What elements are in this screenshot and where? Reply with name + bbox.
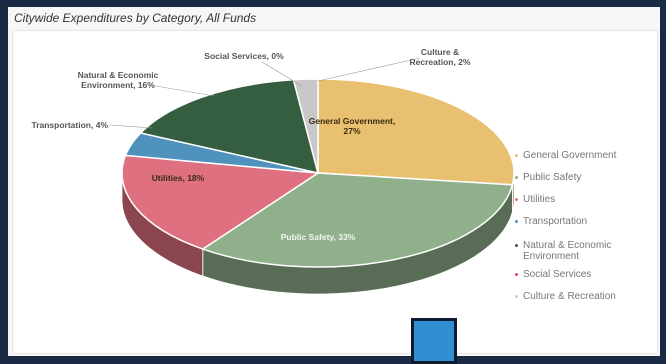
legend-item-culture-and-recreation: Culture & Recreation: [513, 291, 659, 302]
data-label-public-safety: Public Safety, 33%: [281, 232, 356, 242]
legend-marker-public-safety: [515, 176, 518, 179]
legend-label: Social Services: [523, 269, 591, 280]
data-label-culture-and-recreation: Culture & Recreation, 2%: [410, 47, 471, 67]
data-label-transportation: Transportation, 4%: [31, 120, 108, 130]
legend-marker-general-government: [515, 154, 518, 157]
legend-label: Transportation: [523, 216, 587, 227]
legend-label: Culture & Recreation: [523, 291, 616, 302]
legend-item-general-government: General Government: [513, 150, 659, 161]
blue-square-marker: [411, 318, 457, 364]
leader-line-transportation: [110, 125, 152, 128]
data-label-social-services: Social Services, 0%: [204, 51, 284, 61]
legend-marker-utilities: [515, 198, 518, 201]
leader-line-natural-and-economic-environment: [150, 85, 214, 96]
legend-item-transportation: Transportation: [513, 216, 659, 227]
legend-label: Natural & Economic Environment: [523, 240, 611, 262]
leader-line-culture-and-recreation: [318, 58, 420, 81]
legend-item-public-safety: Public Safety: [513, 172, 659, 183]
legend-marker-transportation: [515, 220, 518, 223]
legend-marker-culture-and-recreation: [515, 295, 518, 298]
legend-label: Public Safety: [523, 172, 581, 183]
legend-marker-social-services: [515, 273, 518, 276]
legend-item-utilities: Utilities: [513, 194, 659, 205]
legend-item-social-services: Social Services: [513, 269, 659, 280]
data-label-natural-and-economic-environment: Natural & Economic Environment, 16%: [78, 70, 159, 90]
legend-label: Utilities: [523, 194, 555, 205]
legend-marker-natural-and-economic-environment: [515, 244, 518, 247]
legend-item-natural-and-economic-environment: Natural & Economic Environment: [513, 240, 659, 262]
data-label-utilities: Utilities, 18%: [152, 173, 205, 183]
legend-label: General Government: [523, 150, 616, 161]
